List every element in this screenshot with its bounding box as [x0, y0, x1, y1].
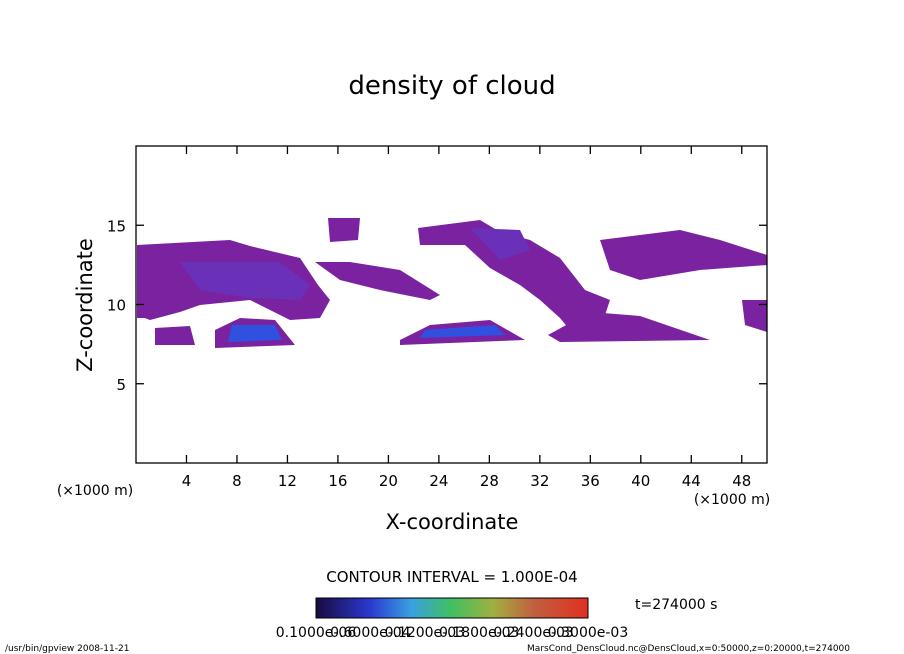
x-tick-label: 8	[232, 472, 242, 490]
x-tick-label: 20	[379, 472, 398, 490]
x-tick-label: 28	[480, 472, 499, 490]
y-unit-label: (×1000 m)	[57, 483, 133, 499]
x-tick-label: 40	[631, 472, 650, 490]
plot-frame	[135, 145, 768, 464]
colorbar-label: 0.3000e-03	[548, 625, 628, 641]
contour-interval: CONTOUR INTERVAL = 1.000E-04	[326, 568, 577, 586]
x-tick-label: 4	[182, 472, 192, 490]
x-axis-label: X-coordinate	[386, 510, 519, 534]
colorbar-label: 0.1000e-06	[276, 625, 357, 641]
colorbar-label: 0.1800e-03	[439, 625, 519, 641]
y-tick-label: 5	[116, 376, 126, 394]
x-tick-label: 48	[732, 472, 751, 490]
cloud-field	[137, 218, 767, 348]
footer-left: /usr/bin/gpview 2008-11-21	[5, 644, 129, 654]
x-tick-label: 32	[530, 472, 549, 490]
colorbar-label: 0.2400e-03	[493, 625, 573, 641]
colorbar	[315, 597, 589, 619]
x-tick-label: 24	[429, 472, 448, 490]
y-tick-label: 15	[107, 217, 126, 235]
x-unit-label: (×1000 m)	[694, 492, 770, 508]
x-tick-label: 36	[581, 472, 600, 490]
colorbar-label: 0.1200e-03	[385, 625, 465, 641]
y-axis-label: Z-coordinate	[73, 238, 97, 372]
time-label: t=274000 s	[635, 597, 717, 613]
colorbar-label: 0.6000e-04	[330, 625, 411, 641]
chart-title: density of cloud	[348, 71, 555, 101]
x-tick-label: 12	[278, 472, 297, 490]
x-tick-label: 16	[328, 472, 347, 490]
y-tick-label: 10	[107, 297, 126, 315]
x-tick-label: 44	[682, 472, 701, 490]
footer-right: MarsCond_DensCloud.nc@DensCloud,x=0:5000…	[527, 644, 850, 654]
